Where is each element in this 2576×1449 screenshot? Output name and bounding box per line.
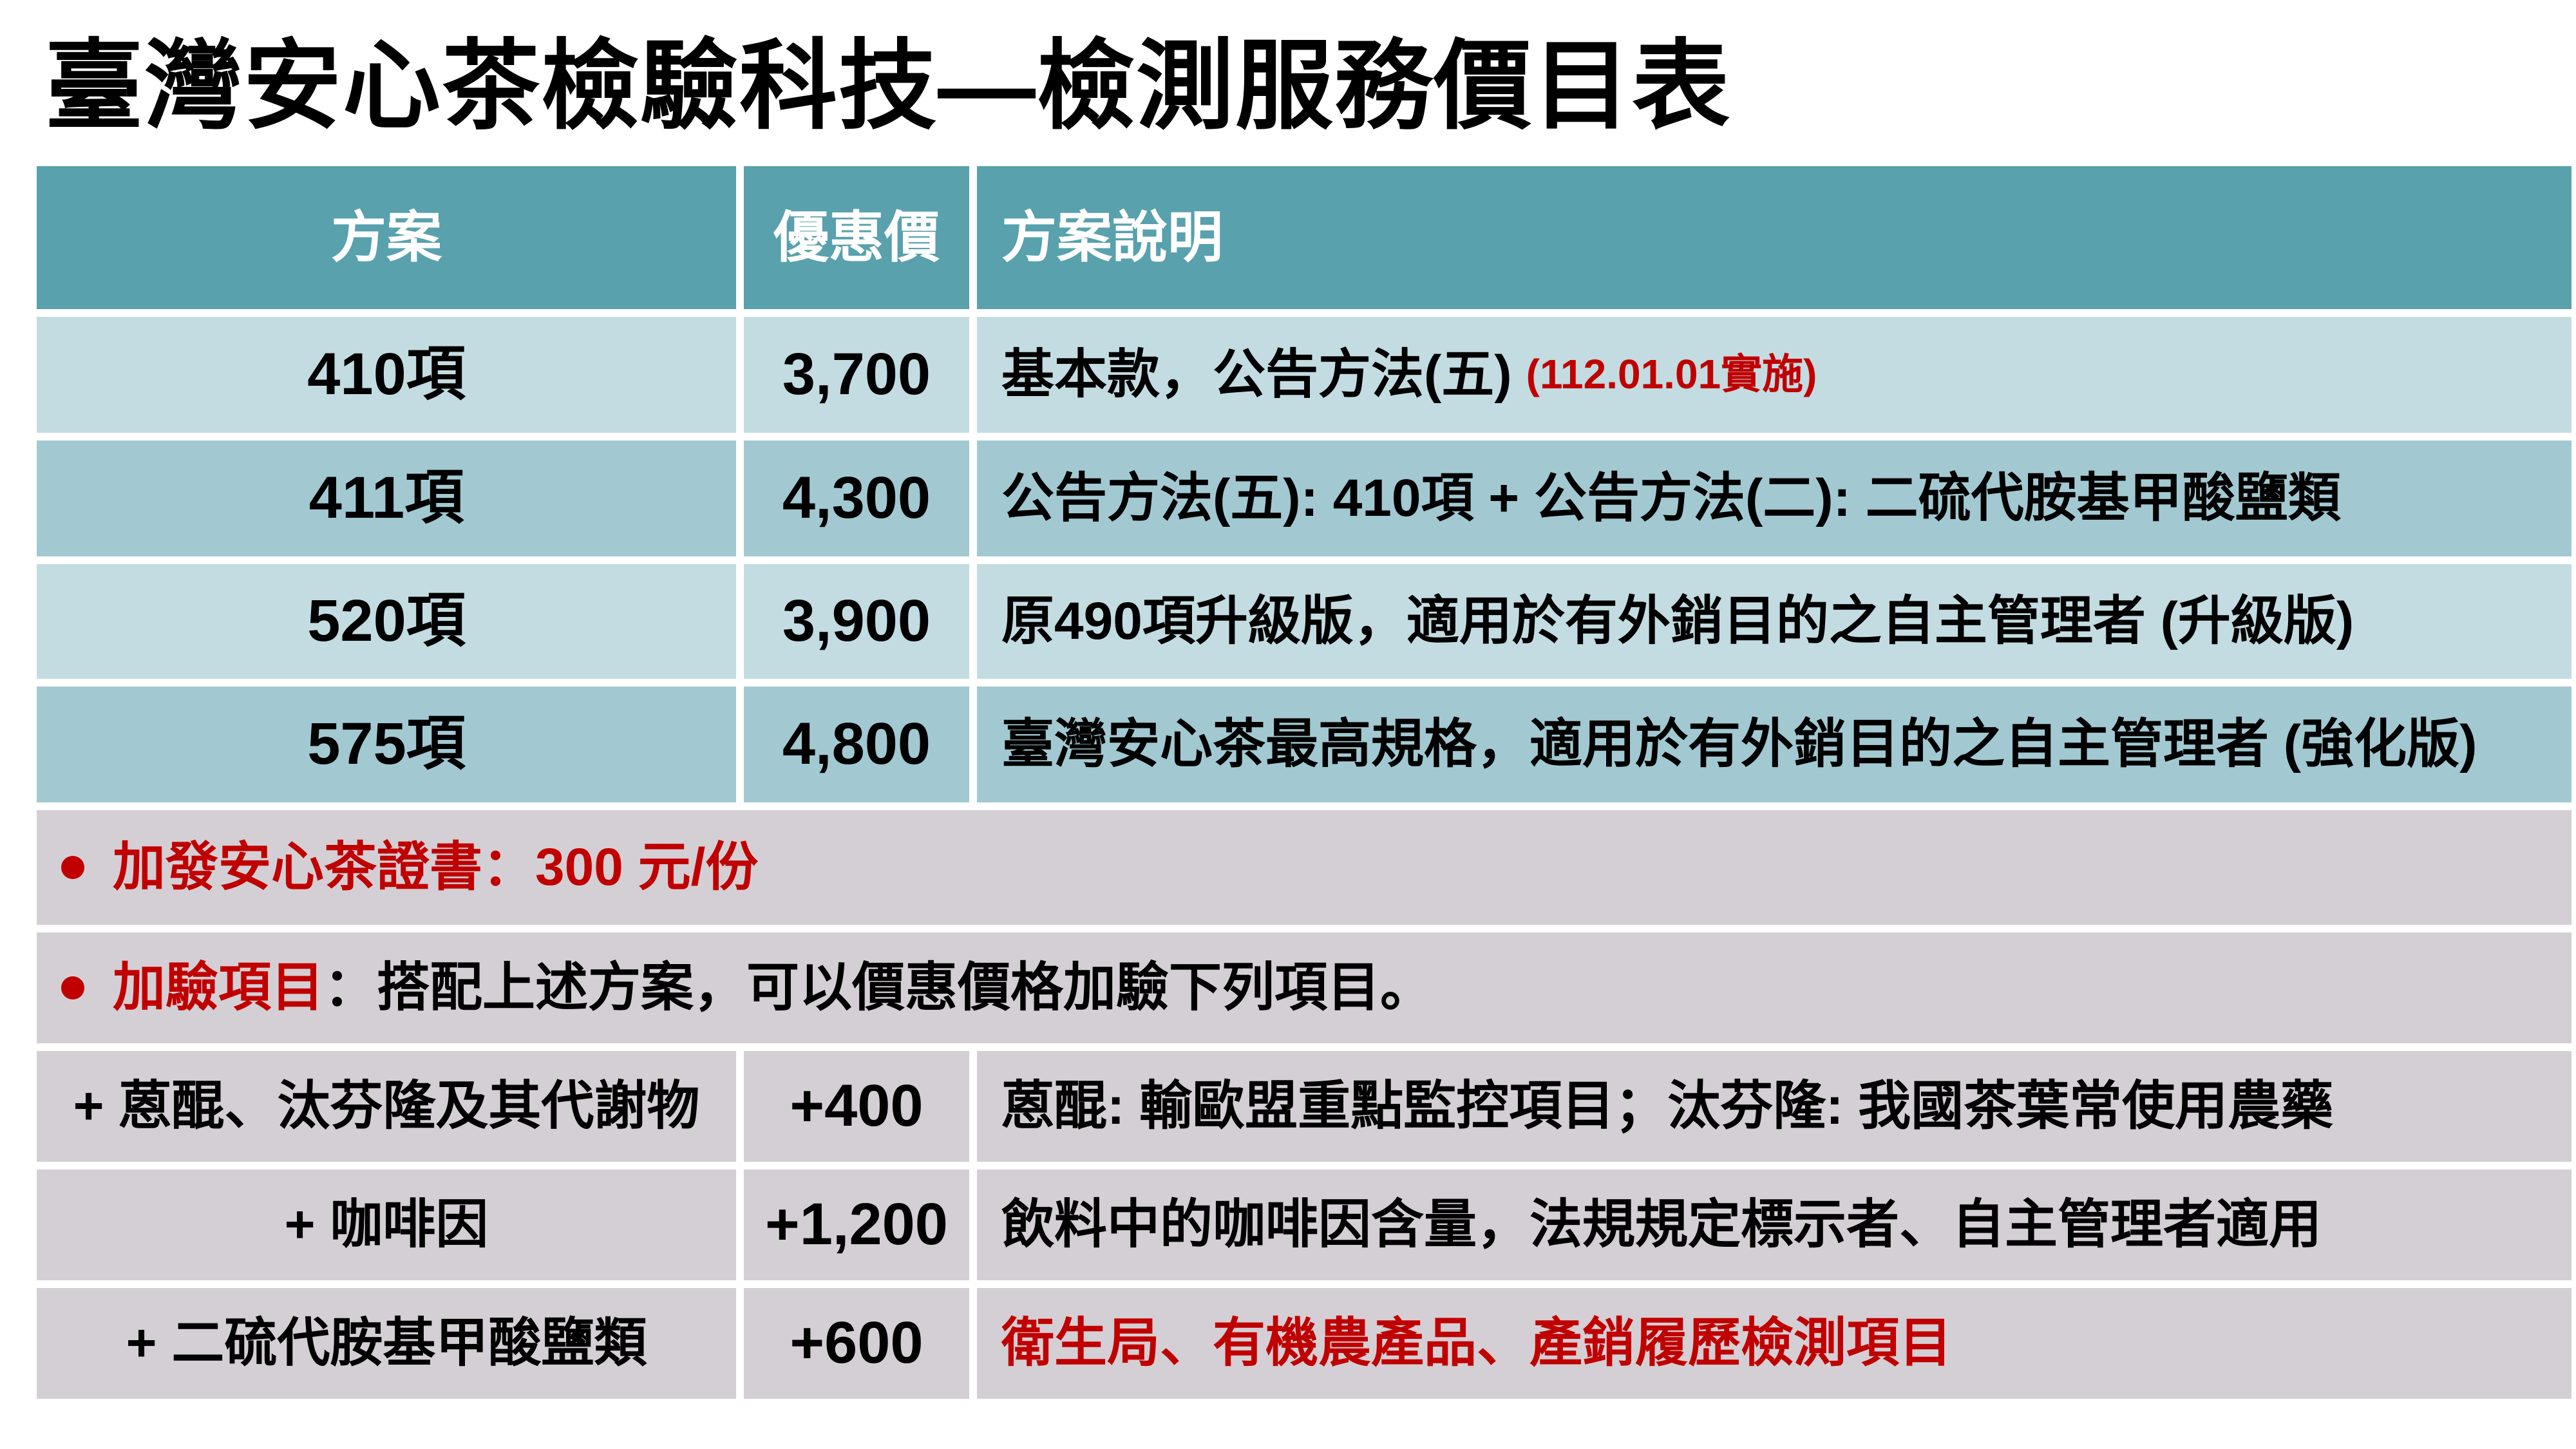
addon-item: + 二硫代胺基甲酸鹽類 <box>37 1288 736 1399</box>
plan-price: 3,900 <box>744 564 969 679</box>
pricing-table: 方案 優惠價 方案說明 410項 3,700 基本款，公告方法(五) (112.… <box>37 166 2571 1399</box>
plan-name: 520項 <box>37 564 736 679</box>
col-header-desc: 方案說明 <box>977 166 2571 309</box>
col-header-plan: 方案 <box>37 166 736 309</box>
bullet-icon <box>61 856 84 879</box>
bullet-icon <box>61 976 84 999</box>
page-title: 臺灣安心茶檢驗科技—檢測服務價目表 <box>45 32 1731 141</box>
note-row-certificate: 加發安心茶證書：300 元/份 <box>37 810 2571 925</box>
addon-item: + 咖啡因 <box>37 1170 736 1280</box>
plan-price: 3,700 <box>744 317 969 433</box>
plan-desc: 臺灣安心茶最高規格，適用於有外銷目的之自主管理者 (強化版) <box>977 687 2571 802</box>
note-rest: ：搭配上述方案，可以價惠價格加驗下列項目。 <box>324 958 1434 1017</box>
col-header-price: 優惠價 <box>744 166 969 309</box>
addon-price: +600 <box>744 1288 969 1399</box>
addon-price: +400 <box>744 1051 969 1162</box>
plan-price: 4,300 <box>744 440 969 556</box>
plan-desc: 原490項升級版，適用於有外銷目的之自主管理者 (升級版) <box>977 564 2571 679</box>
plan-name: 411項 <box>37 440 736 556</box>
plan-desc: 公告方法(五): 410項 + 公告方法(二): 二硫代胺基甲酸鹽類 <box>977 440 2571 556</box>
plan-desc-text: 基本款，公告方法(五) <box>1001 345 1512 404</box>
addon-item: + 蒽醌、汰芬隆及其代謝物 <box>37 1051 736 1162</box>
note-highlight: 加發安心茶證書：300 元/份 <box>113 837 759 896</box>
note-highlight: 加驗項目 <box>113 958 325 1017</box>
plan-desc-note: (112.01.01實施) <box>1526 351 1817 398</box>
plan-price: 4,800 <box>744 687 969 802</box>
addon-desc: 飲料中的咖啡因含量，法規規定標示者、自主管理者適用 <box>977 1170 2571 1280</box>
plan-name: 575項 <box>37 687 736 802</box>
plan-name: 410項 <box>37 317 736 433</box>
addon-desc: 蒽醌: 輸歐盟重點監控項目；汰芬隆: 我國茶葉常使用農藥 <box>977 1051 2571 1162</box>
addon-desc: 衛生局、有機農產品、產銷履歷檢測項目 <box>977 1288 2571 1399</box>
note-row-addon-intro: 加驗項目 ：搭配上述方案，可以價惠價格加驗下列項目。 <box>37 933 2571 1043</box>
plan-desc: 基本款，公告方法(五) (112.01.01實施) <box>977 317 2571 433</box>
addon-price: +1,200 <box>744 1170 969 1280</box>
